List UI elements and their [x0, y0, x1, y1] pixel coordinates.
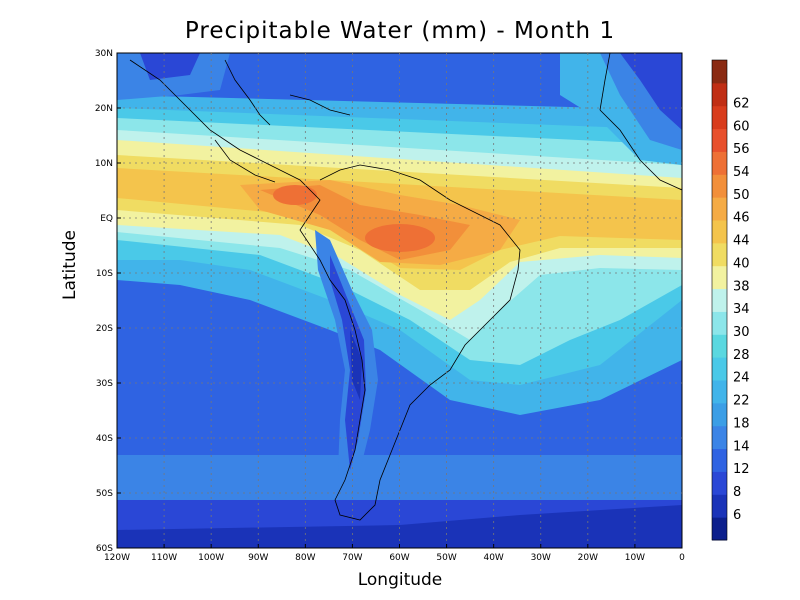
x-tick-label: 30W: [531, 553, 551, 563]
colorbar-label: 44: [733, 234, 750, 249]
y-tick-labels: 30N 20N 10N EQ 10S 20S 30S 40S 50S 60S: [95, 49, 121, 554]
colorbar-label: 46: [733, 211, 750, 226]
colorbar-swatch: [712, 357, 727, 381]
colorbar-label: 62: [733, 96, 750, 111]
colorbar-swatch: [712, 334, 727, 358]
colorbar-swatch: [712, 425, 727, 450]
y-tick-label: EQ: [100, 214, 113, 224]
colorbar-label: 24: [733, 371, 750, 386]
colorbar-label: 34: [733, 302, 750, 317]
colorbar: 6 8 12 14 18 22 24 28 30 34 38 40 44 46 50 54 56 60 62: [711, 59, 750, 541]
colorbar-swatch: [712, 105, 727, 130]
x-tick-labels: 120W 110W 100W 90W 80W 70W 60W 50W 40W 30W 20W 10W 0: [104, 544, 685, 563]
colorbar-label: 22: [733, 394, 750, 409]
y-tick-label: 20S: [96, 324, 113, 334]
colorbar-label: 56: [733, 142, 750, 157]
colorbar-label: 38: [733, 279, 750, 294]
x-tick-label: 70W: [342, 553, 362, 563]
colorbar-swatch: [712, 288, 727, 312]
colorbar-label: 28: [733, 348, 750, 363]
colorbar-swatch: [712, 380, 727, 404]
x-tick-label: 0: [679, 553, 685, 563]
x-tick-label: 10W: [625, 553, 645, 563]
x-tick-label: 20W: [578, 553, 598, 563]
chart-title: Precipitable Water (mm) - Month 1: [184, 18, 616, 44]
x-tick-label: 110W: [151, 553, 177, 563]
x-tick-label: 60W: [389, 553, 409, 563]
colorbar-swatch: [712, 197, 727, 221]
colorbar-label: 60: [733, 119, 750, 134]
y-tick-label: 40S: [96, 434, 113, 444]
colorbar-swatch: [712, 471, 727, 495]
x-tick-label: 100W: [198, 553, 224, 563]
colorbar-label: 30: [733, 325, 750, 340]
y-tick-label: 10S: [96, 269, 113, 279]
x-tick-label: 90W: [248, 553, 268, 563]
colorbar-label: 14: [733, 439, 750, 454]
y-tick-label: 30S: [96, 379, 113, 389]
colorbar-label: 18: [733, 416, 750, 431]
colorbar-swatch: [712, 311, 727, 335]
coastlines: [129, 53, 682, 521]
x-tick-label: 50W: [436, 553, 456, 563]
colorbar-swatch: [712, 128, 727, 152]
y-tick-label: 30N: [95, 49, 113, 59]
colorbar-swatch: [712, 174, 727, 198]
colorbar-swatch: [712, 517, 727, 541]
colorbar-swatch: [712, 220, 727, 244]
colorbar-swatch: [712, 60, 727, 84]
colorbar-label: 54: [733, 165, 750, 180]
y-tick-label: 50S: [96, 489, 113, 499]
x-tick-label: 80W: [295, 553, 315, 563]
colorbar-label: 50: [733, 188, 750, 203]
y-tick-label: 10N: [95, 159, 113, 169]
colorbar-swatch: [712, 82, 727, 107]
colorbar-swatch: [712, 448, 727, 472]
colorbar-label: 40: [733, 256, 750, 271]
x-tick-label: 120W: [104, 553, 130, 563]
colorbar-swatch: [712, 494, 727, 518]
colorbar-label: 12: [733, 462, 750, 477]
y-tick-label: 20N: [95, 104, 113, 114]
colorbar-swatch: [712, 151, 727, 175]
colorbar-label: 8: [733, 485, 741, 500]
colorbar-swatch: [712, 265, 727, 290]
colorbar-frame: [711, 59, 728, 541]
x-tick-label: 40W: [483, 553, 503, 563]
colorbar-swatch: [712, 242, 727, 267]
x-axis-label: Longitude: [357, 570, 443, 590]
colorbar-swatch: [712, 402, 727, 427]
gridlines: [117, 53, 682, 548]
y-tick-label: 60S: [96, 544, 113, 554]
colorbar-label: 6: [733, 508, 741, 523]
